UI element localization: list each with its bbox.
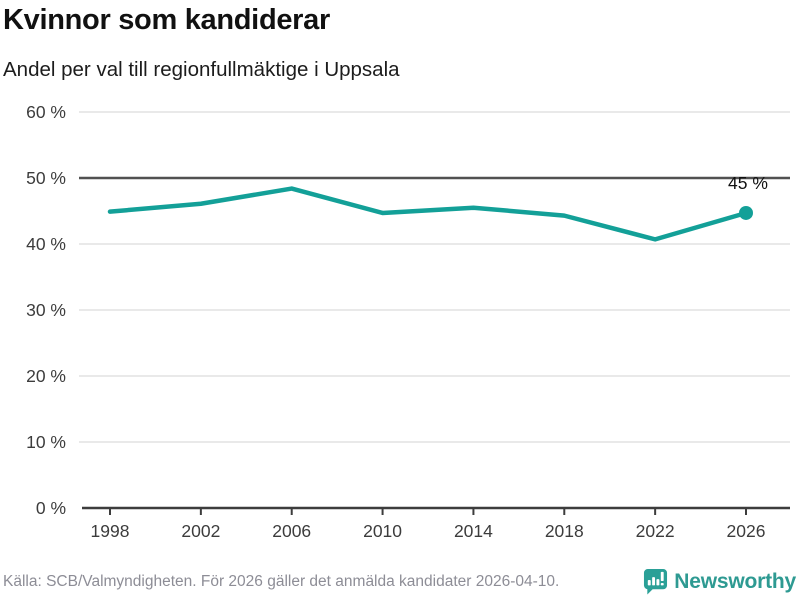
y-tick-label: 40 % <box>26 234 66 254</box>
x-tick-label: 2002 <box>181 521 220 541</box>
source-note: Källa: SCB/Valmyndigheten. För 2026 gäll… <box>3 572 560 590</box>
chart-title: Kvinnor som kandiderar <box>3 4 330 36</box>
newsworthy-logo-icon <box>644 569 668 595</box>
x-tick-label: 2006 <box>272 521 311 541</box>
y-tick-label: 30 % <box>26 300 66 320</box>
chart-subtitle: Andel per val till regionfullmäktige i U… <box>3 58 400 81</box>
y-tick-label: 50 % <box>26 168 66 188</box>
y-tick-label: 10 % <box>26 432 66 452</box>
y-tick-label: 0 % <box>36 498 66 518</box>
footer: Källa: SCB/Valmyndigheten. För 2026 gäll… <box>3 568 796 595</box>
x-tick-label: 2026 <box>727 521 766 541</box>
x-tick-label: 2010 <box>363 521 402 541</box>
y-tick-label: 60 % <box>26 102 66 122</box>
x-tick-label: 2014 <box>454 521 493 541</box>
end-point-marker <box>738 205 753 220</box>
newsworthy-logo: Newsworthy <box>643 568 796 595</box>
end-point-label: 45 % <box>728 173 768 193</box>
bar-chart-glyph <box>648 571 664 586</box>
x-tick-label: 2018 <box>545 521 584 541</box>
data-line <box>107 186 749 242</box>
y-tick-label: 20 % <box>26 366 66 386</box>
x-tick-label: 2022 <box>636 521 675 541</box>
newsworthy-wordmark: Newsworthy <box>674 569 796 593</box>
x-tick-label: 1998 <box>91 521 130 541</box>
